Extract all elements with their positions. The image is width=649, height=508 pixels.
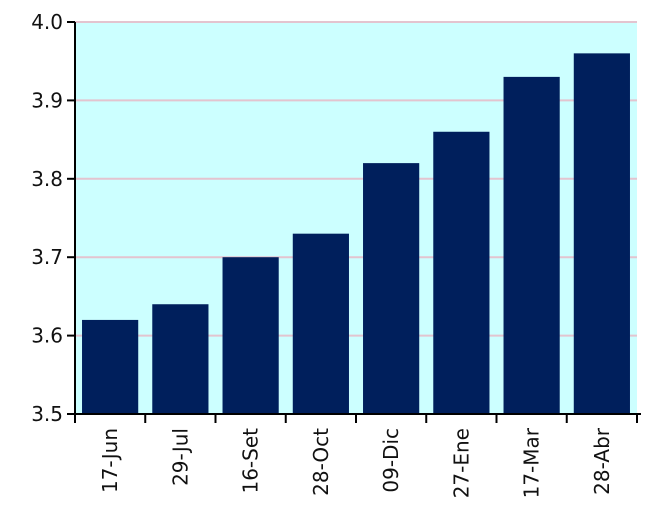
bar-27-Ene xyxy=(433,131,490,414)
bar-28-Abr xyxy=(573,53,630,415)
x-category-label-6: 17-Mar xyxy=(520,427,544,498)
y-tick-label-5: 4.0 xyxy=(31,10,63,34)
bar-17-Jun xyxy=(82,319,139,414)
y-tick-label-2: 3.7 xyxy=(31,245,63,269)
x-category-label-3: 28-Oct xyxy=(309,428,333,496)
x-category-label-4: 09-Dic xyxy=(379,428,403,493)
bars xyxy=(82,53,630,415)
y-tick-label-1: 3.6 xyxy=(31,324,63,348)
y-tick-label-3: 3.8 xyxy=(31,167,63,191)
bar-29-Jul xyxy=(152,304,209,414)
x-category-label-5: 27-Ene xyxy=(449,428,473,498)
x-category-label-1: 29-Jul xyxy=(168,428,192,486)
bar-17-Mar xyxy=(503,76,560,414)
axes xyxy=(67,21,641,423)
y-tick-label-0: 3.5 xyxy=(31,402,63,426)
x-category-label-7: 28-Abr xyxy=(590,427,614,495)
bar-09-Dic xyxy=(363,163,420,414)
bar-28-Oct xyxy=(292,233,349,414)
labels: 3.5 3.6 3.7 3.8 3.9 4.0 17-Jun 29-Jul 16-Set 28-O… xyxy=(31,10,614,498)
x-category-label-0: 17-Jun xyxy=(98,428,122,493)
y-tick-label-4: 3.9 xyxy=(31,88,63,112)
x-category-label-2: 16-Set xyxy=(239,428,263,494)
bar-16-Set xyxy=(222,257,279,414)
